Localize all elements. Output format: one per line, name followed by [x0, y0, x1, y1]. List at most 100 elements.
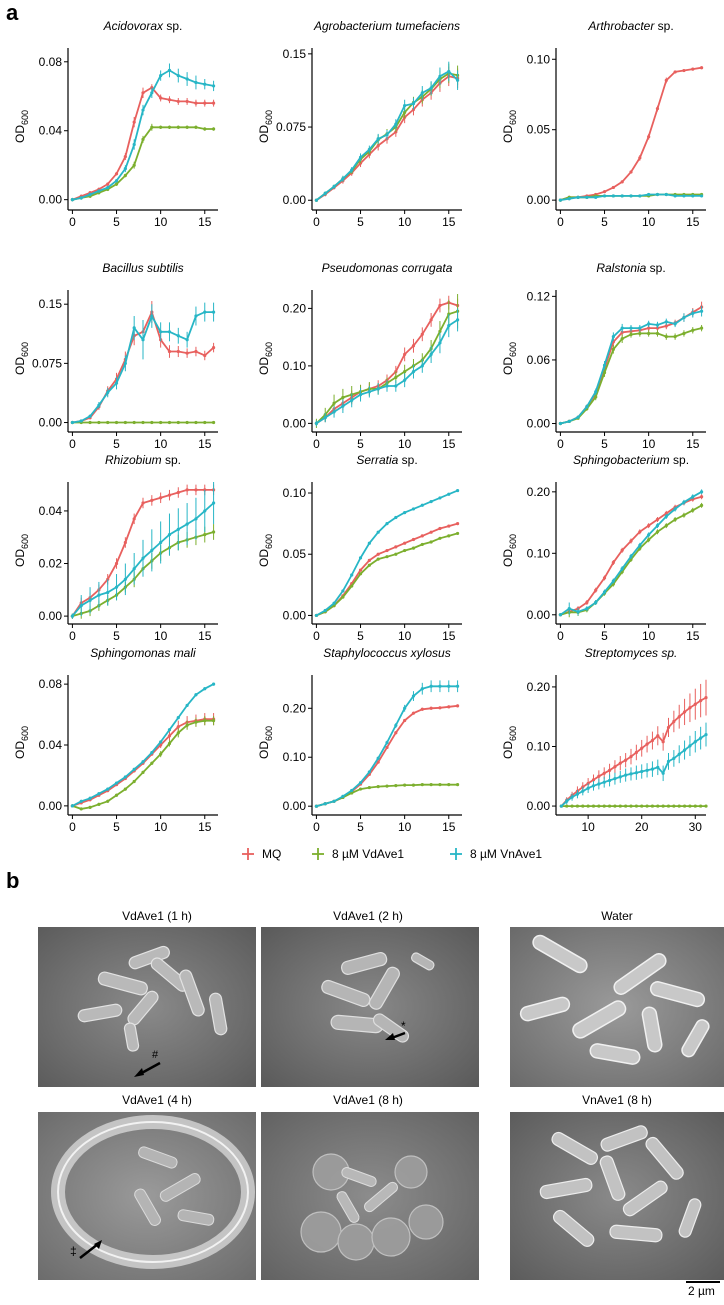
series-8-m-vnave1	[70, 482, 216, 619]
y-tick-label: 0.12	[527, 289, 551, 303]
data-point	[203, 82, 207, 86]
data-point	[620, 337, 624, 341]
data-point	[123, 775, 127, 779]
data-point	[611, 579, 615, 583]
data-point	[699, 194, 704, 198]
y-axis-label-main: OD	[501, 125, 515, 143]
y-tick-label: 0.075	[276, 120, 306, 134]
x-tick-label: 10	[642, 437, 656, 451]
data-point	[699, 309, 704, 313]
data-point	[332, 184, 336, 189]
data-point	[176, 527, 180, 531]
y-axis-label: OD600	[13, 534, 30, 567]
data-point	[688, 706, 692, 710]
data-point	[176, 349, 180, 354]
data-point	[565, 799, 569, 803]
data-point	[176, 99, 180, 104]
data-point	[123, 787, 127, 791]
data-point	[607, 804, 612, 808]
y-axis-label-main: OD	[501, 741, 515, 759]
x-tick-label: 15	[198, 215, 212, 229]
data-point	[602, 194, 607, 198]
data-point	[629, 170, 633, 174]
data-point	[70, 614, 75, 618]
data-point	[358, 787, 363, 791]
data-point	[447, 534, 451, 538]
data-point	[367, 390, 371, 394]
series-mq	[558, 66, 704, 202]
data-point	[88, 420, 92, 425]
data-point	[438, 74, 442, 78]
data-point	[655, 517, 660, 522]
series-8-m-vdave1	[314, 783, 460, 808]
sem-image-6	[510, 1112, 724, 1280]
data-point	[429, 783, 433, 787]
data-point	[70, 420, 75, 425]
data-point	[167, 493, 172, 497]
data-point	[429, 352, 433, 356]
data-point	[314, 421, 319, 425]
x-tick-label: 5	[357, 437, 364, 451]
chart-2: Agrobacterium tumefaciens 0 5 10 15 0.00 0.075…	[257, 19, 462, 229]
data-point	[358, 556, 363, 560]
series-line	[560, 327, 702, 425]
chart-title: Streptomyces sp.	[585, 646, 678, 660]
y-axis-label-main: OD	[257, 549, 271, 567]
y-axis-label-sub: 600	[508, 534, 518, 549]
data-point	[586, 804, 590, 808]
y-axis-label-main: OD	[13, 357, 27, 375]
data-point	[699, 490, 704, 494]
data-point	[682, 500, 686, 504]
data-point	[323, 802, 327, 806]
data-point	[438, 684, 442, 688]
y-tick-label: 0.20	[283, 301, 307, 315]
data-point	[323, 608, 327, 613]
data-point	[203, 420, 207, 425]
data-point	[455, 522, 460, 526]
data-point	[114, 381, 119, 385]
data-point	[150, 420, 154, 425]
data-point	[420, 783, 424, 787]
data-point	[97, 792, 101, 796]
data-point	[420, 332, 424, 336]
series-line	[560, 306, 703, 425]
data-point	[620, 180, 624, 184]
data-point	[673, 194, 677, 198]
data-point	[185, 420, 189, 425]
data-point	[597, 774, 601, 778]
data-point	[638, 194, 642, 198]
data-point	[141, 338, 145, 342]
data-point	[664, 524, 668, 528]
data-point	[350, 584, 354, 588]
data-point	[132, 517, 136, 521]
data-point	[403, 548, 407, 553]
sem-image-3	[510, 927, 724, 1087]
data-point	[97, 593, 101, 597]
data-point	[411, 546, 416, 550]
data-point	[629, 554, 633, 558]
sem-title-6: VnAve1 (8 h)	[582, 1093, 652, 1107]
data-point	[159, 752, 163, 756]
data-point	[376, 143, 380, 148]
data-point	[385, 548, 389, 553]
data-point	[394, 731, 398, 735]
data-point	[455, 704, 460, 708]
y-tick-label: 0.00	[527, 608, 551, 622]
data-point	[613, 804, 617, 808]
y-tick-label: 0.04	[39, 504, 63, 518]
x-tick-label: 0	[313, 437, 320, 451]
series-mq	[314, 704, 460, 808]
sem-image-2-art	[261, 927, 479, 1087]
data-point	[691, 311, 695, 315]
chart-9: Sphingobacterium sp. 0 5 10 15 0.00 0.10 0.20 OD…	[501, 453, 706, 643]
data-point	[585, 600, 589, 605]
data-point	[677, 752, 681, 756]
data-point	[159, 73, 163, 78]
data-point	[323, 191, 327, 196]
data-point	[341, 794, 345, 798]
data-point	[350, 791, 354, 795]
series-8-m-vnave1	[70, 682, 216, 808]
data-point	[672, 756, 676, 761]
data-point	[620, 194, 624, 198]
